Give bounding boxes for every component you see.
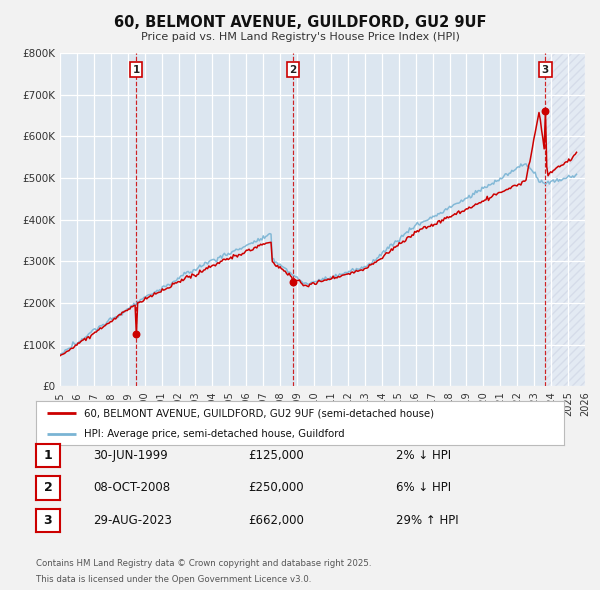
Text: Contains HM Land Registry data © Crown copyright and database right 2025.: Contains HM Land Registry data © Crown c… [36, 559, 371, 568]
Text: HPI: Average price, semi-detached house, Guildford: HPI: Average price, semi-detached house,… [83, 428, 344, 438]
Text: £662,000: £662,000 [248, 514, 304, 527]
Bar [545, 53, 585, 386]
Text: 60, BELMONT AVENUE, GUILDFORD, GU2 9UF: 60, BELMONT AVENUE, GUILDFORD, GU2 9UF [114, 15, 486, 30]
Text: 60, BELMONT AVENUE, GUILDFORD, GU2 9UF (semi-detached house): 60, BELMONT AVENUE, GUILDFORD, GU2 9UF (… [83, 408, 434, 418]
Text: 1: 1 [133, 65, 140, 75]
Text: 6% ↓ HPI: 6% ↓ HPI [396, 481, 451, 494]
Text: £250,000: £250,000 [248, 481, 304, 494]
Text: 29-AUG-2023: 29-AUG-2023 [93, 514, 172, 527]
Point [131, 330, 141, 339]
Point [288, 277, 298, 287]
Text: 30-JUN-1999: 30-JUN-1999 [93, 449, 168, 462]
Text: £125,000: £125,000 [248, 449, 304, 462]
Text: 3: 3 [44, 514, 52, 527]
Text: 2% ↓ HPI: 2% ↓ HPI [396, 449, 451, 462]
Text: 2: 2 [289, 65, 296, 75]
Point [541, 106, 550, 115]
Text: 2: 2 [44, 481, 52, 494]
Text: 3: 3 [542, 65, 549, 75]
Text: Price paid vs. HM Land Registry's House Price Index (HPI): Price paid vs. HM Land Registry's House … [140, 32, 460, 42]
Text: 1: 1 [44, 449, 52, 462]
Text: 08-OCT-2008: 08-OCT-2008 [93, 481, 170, 494]
Bar [545, 53, 585, 386]
Text: 29% ↑ HPI: 29% ↑ HPI [396, 514, 458, 527]
Text: This data is licensed under the Open Government Licence v3.0.: This data is licensed under the Open Gov… [36, 575, 311, 584]
